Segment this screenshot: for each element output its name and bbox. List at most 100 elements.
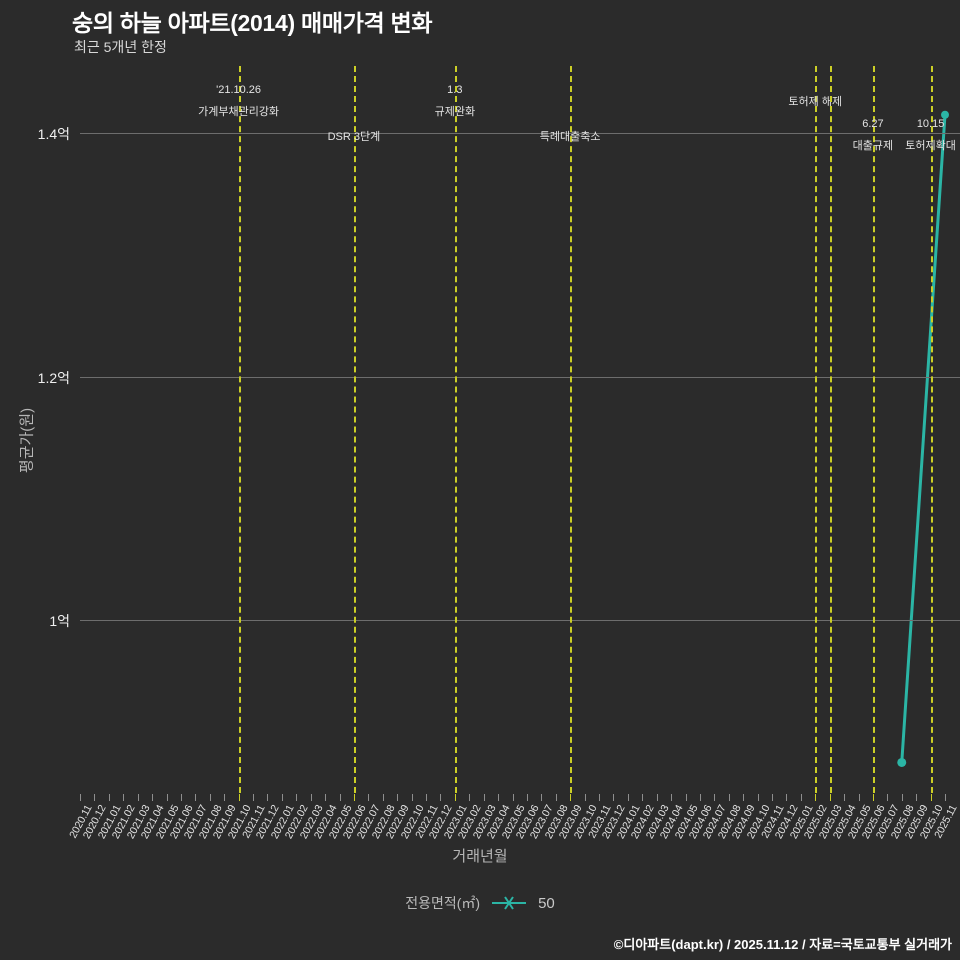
policy-date-note: 10.15: [916, 118, 945, 130]
x-tick: [699, 794, 701, 801]
x-tick: [108, 794, 110, 801]
x-tick: [945, 794, 946, 801]
x-tick: [498, 794, 500, 801]
x-tick: [123, 794, 125, 801]
footer-credit: ©디아파트(dapt.kr) / 2025.11.12 / 자료=국토교통부 실…: [613, 937, 952, 952]
x-tick: [166, 794, 168, 801]
x-tick: [195, 794, 197, 801]
x-tick: [570, 794, 572, 801]
x-tick: [224, 794, 226, 801]
x-tick: [353, 794, 355, 801]
policy-vline: [353, 66, 356, 793]
policy-vline: [872, 66, 875, 793]
policy-label-note: DSR 3단계: [327, 131, 381, 143]
x-tick: [757, 794, 759, 801]
policy-label-note: 특례대출축소: [539, 131, 601, 143]
policy-label-note: 가계부채관리강화: [198, 106, 280, 118]
y-tick-label: 1.4억: [37, 126, 70, 142]
page-subtitle: 최근 5개년 한정: [74, 39, 167, 55]
x-tick: [728, 794, 730, 801]
x-tick: [483, 794, 485, 801]
x-tick: [440, 794, 442, 801]
series-point[interactable]: [897, 757, 907, 767]
x-tick: [80, 794, 81, 801]
x-tick: [844, 794, 846, 801]
x-tick: [815, 794, 817, 801]
policy-label-note: 규제완화: [434, 106, 476, 118]
policy-label-note: 토허제확대: [905, 140, 956, 152]
policy-date-note: 1.3: [447, 84, 463, 96]
x-tick: [858, 794, 860, 801]
y-tick-label: 1.2억: [37, 369, 70, 386]
legend-title: 전용면적(㎡): [405, 895, 481, 911]
policy-date-note: 6.27: [862, 118, 884, 130]
policy-vline: [238, 66, 241, 793]
page-title: 숭의 하늘 아파트(2014) 매매가격 변화: [72, 10, 433, 36]
chart-legend: 전용면적(㎡) 50: [0, 893, 960, 913]
y-gridline: [80, 620, 960, 621]
x-tick: [411, 794, 413, 801]
x-tick: [671, 794, 673, 801]
x-tick: [310, 794, 312, 801]
x-tick: [656, 794, 658, 801]
policy-date-note: '21.10.26: [216, 84, 262, 96]
x-tick: [541, 794, 543, 801]
x-axis-label: 거래년월: [452, 848, 508, 865]
policy-vline: [930, 66, 933, 793]
x-tick: [599, 794, 600, 801]
x-tick: [454, 794, 456, 801]
x-tick: [152, 794, 154, 801]
x-tick: [339, 794, 341, 801]
x-tick: [325, 794, 327, 801]
series-point[interactable]: [941, 110, 949, 119]
x-tick: [772, 794, 773, 801]
legend-value: 50: [538, 894, 555, 912]
x-tick: [209, 794, 211, 801]
x-tick: [829, 794, 831, 801]
policy-vline: [454, 66, 457, 793]
x-tick: [916, 794, 918, 801]
x-tick: [714, 794, 716, 801]
x-tick: [368, 794, 370, 801]
x-tick: [800, 794, 802, 801]
x-tick: [872, 794, 874, 801]
legend-star-marker: [492, 895, 527, 911]
x-tick: [685, 794, 687, 801]
policy-vline: [570, 66, 573, 793]
y-gridline: [80, 376, 960, 378]
y-gridline: [80, 133, 960, 134]
x-tick: [930, 794, 932, 801]
x-tick: [555, 794, 557, 801]
x-tick: [94, 794, 96, 801]
x-tick: [584, 794, 586, 801]
x-tick: [786, 794, 788, 801]
x-tick: [743, 794, 745, 801]
x-tick: [526, 794, 528, 801]
x-tick: [296, 794, 298, 801]
policy-label-note: 대출규제: [852, 140, 894, 152]
y-axis-label: 평균가(원): [18, 407, 36, 474]
x-tick: [180, 794, 182, 801]
x-tick: [267, 794, 269, 801]
x-tick: [627, 794, 629, 801]
y-tick-label: 1억: [49, 613, 70, 629]
policy-vline: [829, 66, 832, 793]
policy-vline: [815, 66, 818, 793]
x-tick: [238, 794, 240, 801]
x-tick: [281, 794, 283, 801]
x-tick: [253, 794, 254, 801]
x-tick: [426, 794, 427, 801]
x-tick: [642, 794, 644, 801]
x-tick: [901, 794, 903, 801]
x-tick: [137, 794, 139, 801]
x-tick: [512, 794, 514, 801]
series-line: [900, 113, 947, 764]
x-tick: [887, 794, 889, 801]
x-tick: [397, 794, 399, 801]
x-tick: [382, 794, 384, 801]
x-tick: [469, 794, 471, 801]
x-tick: [613, 794, 615, 801]
